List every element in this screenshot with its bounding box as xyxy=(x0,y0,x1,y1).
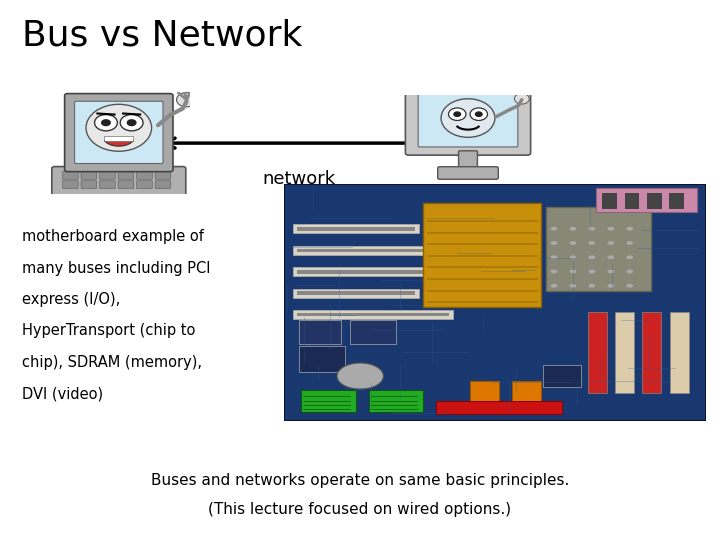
Text: network: network xyxy=(262,170,336,188)
Text: DVI (video): DVI (video) xyxy=(22,386,103,401)
Text: Buses and networks operate on same basic principles.: Buses and networks operate on same basic… xyxy=(150,472,570,488)
Text: Bus vs Network: Bus vs Network xyxy=(22,19,302,53)
Text: chip), SDRAM (memory),: chip), SDRAM (memory), xyxy=(22,355,202,370)
Text: (This lecture focused on wired options.): (This lecture focused on wired options.) xyxy=(208,502,512,517)
Text: many buses including PCI: many buses including PCI xyxy=(22,261,210,276)
Text: HyperTransport (chip to: HyperTransport (chip to xyxy=(22,323,195,339)
Text: express (I/O),: express (I/O), xyxy=(22,292,120,307)
Text: motherboard example of: motherboard example of xyxy=(22,230,204,245)
